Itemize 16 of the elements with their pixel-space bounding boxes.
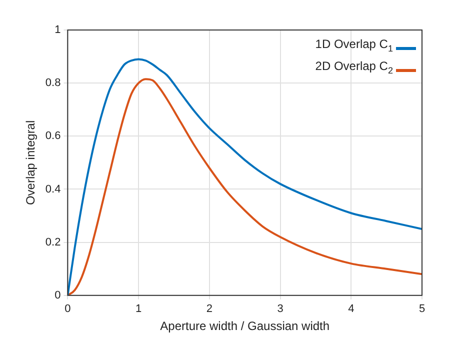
y-tick-label: 0.4 xyxy=(45,183,61,196)
x-tick-label: 1 xyxy=(135,303,142,316)
x-axis-title: Aperture width / Gaussian width xyxy=(160,319,330,334)
y-tick-label: 0.8 xyxy=(45,77,61,90)
x-tick-label: 2 xyxy=(206,303,212,316)
x-tick-label: 5 xyxy=(418,303,426,316)
y-axis-title: Overlap integral xyxy=(24,120,38,206)
y-tick-label: 0.6 xyxy=(45,130,61,142)
y-tick-label: 0.2 xyxy=(45,236,61,248)
legend-label: 1D Overlap C$_{1}$ xyxy=(315,36,393,54)
x-tick-label: 4 xyxy=(348,303,354,316)
y-tick-label: 0 xyxy=(54,289,61,302)
legend-label: 2D Overlap C$_{2}$ xyxy=(315,58,393,76)
y-tick-label: 1 xyxy=(54,24,61,36)
x-tick-label: 0 xyxy=(64,303,71,316)
x-tick-label: 3 xyxy=(277,303,284,316)
